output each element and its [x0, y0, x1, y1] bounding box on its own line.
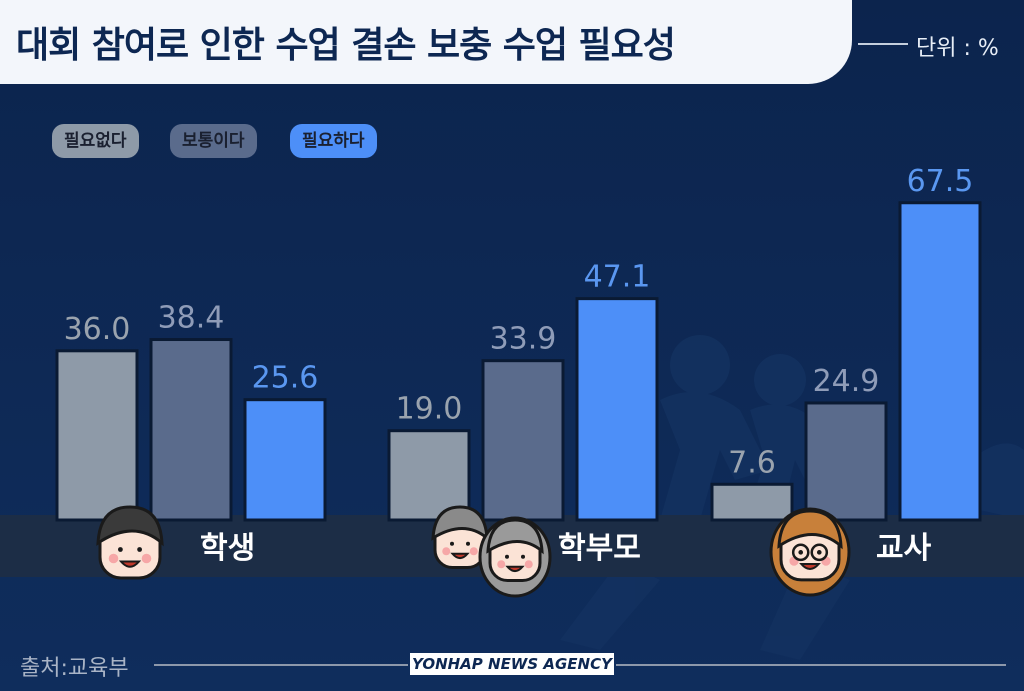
mother-face-icon — [478, 516, 552, 598]
bar-needed-3 — [898, 201, 982, 522]
student-face-icon — [96, 505, 164, 580]
source-label: 출처:교육부 — [20, 656, 129, 681]
bar-not-needed-2 — [387, 429, 471, 522]
teacher-face-icon — [769, 507, 851, 597]
bar-needed-1 — [243, 398, 327, 522]
data-label-not-needed-1: 36.0 — [64, 312, 131, 347]
legend-item-neutral: 보통이다 — [170, 124, 257, 158]
data-label-neutral-1: 38.4 — [158, 301, 225, 336]
bar-neutral-1 — [149, 338, 233, 522]
data-label-neutral-2: 33.9 — [490, 322, 557, 357]
bar-not-needed-3 — [710, 482, 794, 522]
unit-label: 단위 : % — [916, 36, 999, 61]
data-label-needed-2: 47.1 — [584, 260, 651, 295]
bar-not-needed-1 — [55, 349, 139, 522]
category-label-1: 학생 — [200, 531, 255, 566]
title-panel: 대회 참여로 인한 수업 결손 보충 수업 필요성 — [0, 0, 852, 84]
data-label-neutral-3: 24.9 — [813, 364, 880, 399]
bar-neutral-3 — [804, 401, 888, 522]
data-label-needed-3: 67.5 — [907, 164, 974, 199]
father-face-icon — [431, 505, 489, 569]
bar-needed-2 — [575, 297, 659, 522]
source-divider-left — [154, 664, 408, 666]
source-divider-right — [616, 664, 1006, 666]
data-label-needed-1: 25.6 — [252, 361, 319, 396]
category-label-3: 교사 — [876, 531, 932, 566]
unit-divider — [858, 43, 908, 45]
chart-title: 대회 참여로 인한 수업 결손 보충 수업 필요성 — [16, 25, 676, 66]
data-label-not-needed-3: 7.6 — [728, 445, 776, 480]
data-label-not-needed-2: 19.0 — [396, 392, 463, 427]
legend-item-needed: 필요하다 — [290, 124, 377, 158]
category-label-2: 학부모 — [558, 531, 641, 566]
bar-neutral-2 — [481, 359, 565, 522]
legend-item-not-needed: 필요없다 — [52, 124, 139, 158]
agency-logo: YONHAP NEWS AGENCY — [410, 653, 614, 675]
